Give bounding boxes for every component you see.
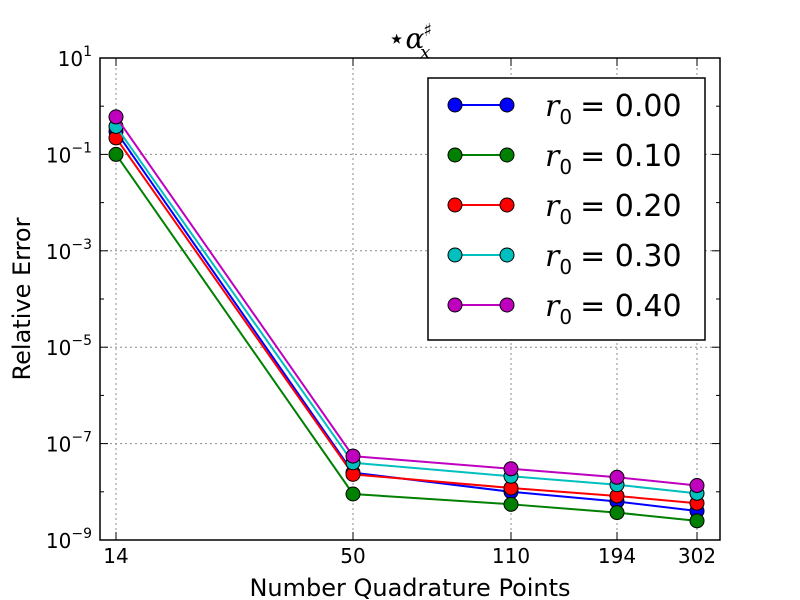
- legend-symbol: r: [545, 239, 561, 274]
- title-subscript: x: [420, 42, 430, 63]
- data-point: [108, 109, 124, 125]
- title-superscript: ♯: [423, 20, 432, 41]
- legend-value: = 0.30: [580, 239, 681, 274]
- legend-subscript: 0: [559, 255, 572, 279]
- legend-value: = 0.00: [580, 89, 681, 124]
- legend-label-1: r0 = 0.10: [545, 139, 682, 179]
- legend-symbol: r: [545, 189, 561, 224]
- y-axis-label: Relative Error: [8, 217, 36, 380]
- data-point: [609, 469, 625, 485]
- legend-marker: [447, 297, 463, 313]
- legend-frame: [427, 77, 706, 341]
- legend-marker: [499, 97, 515, 113]
- legend-value: = 0.10: [580, 139, 681, 174]
- y-tick-label: 101: [58, 44, 92, 71]
- x-axis-label: Number Quadrature Points: [249, 574, 570, 600]
- y-tick-exponent: −5: [71, 333, 92, 349]
- data-point: [345, 448, 361, 464]
- legend-marker: [499, 197, 515, 213]
- legend-marker: [499, 147, 515, 163]
- x-tick-label: 302: [678, 544, 716, 568]
- data-point: [345, 486, 361, 502]
- x-tick-label: 110: [492, 544, 530, 568]
- x-tick-label: 194: [598, 544, 636, 568]
- y-tick-exponent: −1: [71, 140, 92, 156]
- y-tick-base: 10: [46, 529, 71, 553]
- legend-subscript: 0: [559, 205, 572, 229]
- y-tick-exponent: −9: [71, 526, 92, 542]
- legend-symbol: r: [545, 89, 561, 124]
- data-point: [108, 146, 124, 162]
- legend-marker: [447, 247, 463, 263]
- legend-subscript: 0: [559, 155, 572, 179]
- y-tick-base: 10: [46, 336, 71, 360]
- y-tick-label: 10−9: [46, 526, 92, 553]
- y-tick-exponent: −3: [71, 237, 92, 253]
- legend-label-2: r0 = 0.20: [545, 189, 682, 229]
- data-point: [689, 478, 705, 494]
- series-layer: [108, 109, 705, 529]
- data-point: [503, 496, 519, 512]
- y-tick-label: 10−1: [46, 140, 92, 167]
- y-tick-label: 10−3: [46, 237, 92, 264]
- data-point: [503, 461, 519, 477]
- legend-marker: [499, 247, 515, 263]
- legend-label-4: r0 = 0.40: [545, 289, 682, 329]
- y-tick-base: 10: [46, 143, 71, 167]
- legend-symbol: r: [545, 289, 561, 324]
- legend-label-3: r0 = 0.30: [545, 239, 682, 279]
- legend-marker: [447, 147, 463, 163]
- legend-label-0: r0 = 0.00: [545, 89, 682, 129]
- title-prefix: ⋆: [388, 22, 406, 55]
- legend-marker: [499, 297, 515, 313]
- legend-marker: [447, 97, 463, 113]
- y-tick-exponent: 1: [83, 44, 92, 60]
- y-tick-label: 10−7: [46, 430, 92, 457]
- title-symbol: α: [405, 22, 424, 55]
- y-tick-label: 10−5: [46, 333, 92, 360]
- y-tick-base: 10: [46, 433, 71, 457]
- x-tick-label: 50: [340, 544, 365, 568]
- legend-symbol: r: [545, 139, 561, 174]
- legend-subscript: 0: [559, 105, 572, 129]
- legend-marker: [447, 197, 463, 213]
- legend-value: = 0.40: [580, 289, 681, 324]
- data-point: [689, 513, 705, 529]
- y-tick-exponent: −7: [71, 430, 92, 446]
- data-point: [609, 505, 625, 521]
- y-tick-base: 10: [58, 47, 83, 71]
- legend-value: = 0.20: [580, 189, 681, 224]
- x-tick-label: 14: [103, 544, 128, 568]
- y-tick-base: 10: [46, 240, 71, 264]
- chart-title: ⋆α♯ x: [388, 20, 432, 63]
- legend-subscript: 0: [559, 305, 572, 329]
